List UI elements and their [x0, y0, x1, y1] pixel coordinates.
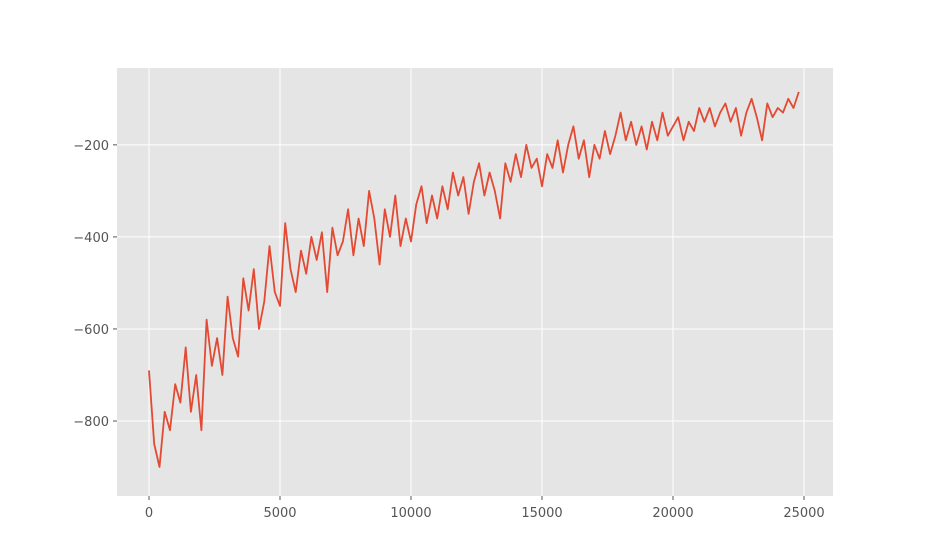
- x-tick-label: 0: [145, 506, 153, 521]
- x-tick-label: 20000: [652, 506, 693, 521]
- x-tick-label: 15000: [521, 506, 562, 521]
- plot-background: [117, 68, 833, 496]
- series-group: [148, 91, 800, 468]
- x-axis: 0 5000 10000 15000 20000 25000: [145, 496, 825, 521]
- y-tick-label: −400: [73, 231, 109, 246]
- gridlines: [117, 68, 833, 496]
- x-tick-label: 25000: [783, 506, 824, 521]
- y-tick-label: −600: [73, 323, 109, 338]
- x-tick-label: 5000: [263, 506, 296, 521]
- y-tick-label: −200: [73, 139, 109, 154]
- series-line: [148, 91, 800, 468]
- y-axis: −200 −400 −600 −800: [73, 139, 117, 430]
- x-tick-label: 10000: [390, 506, 431, 521]
- y-tick-label: −800: [73, 415, 109, 430]
